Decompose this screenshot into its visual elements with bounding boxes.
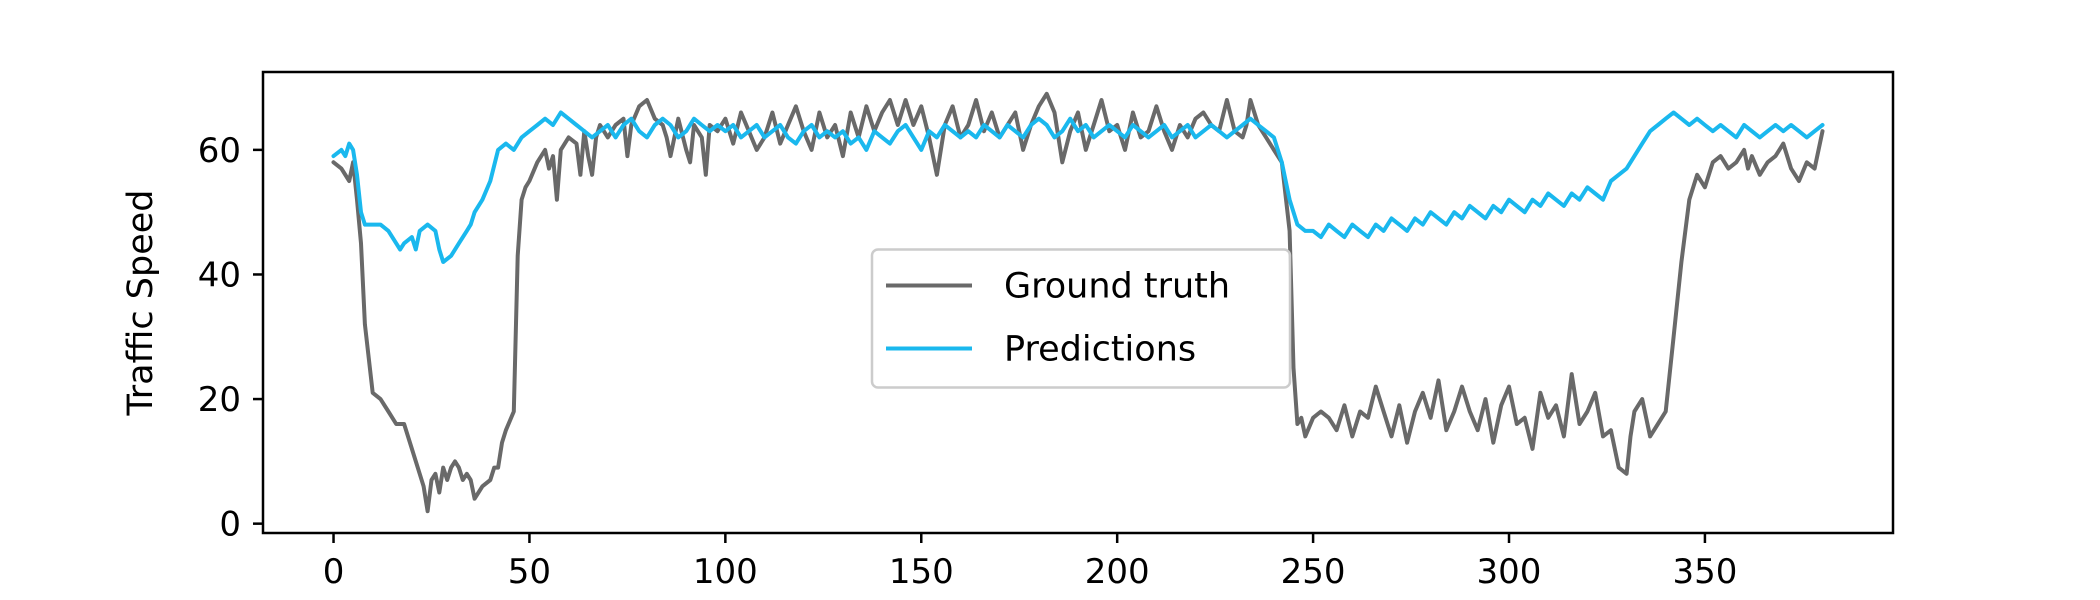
- x-tick-label: 100: [693, 552, 758, 592]
- x-tick-label: 50: [508, 552, 551, 592]
- y-tick-label: 40: [198, 255, 241, 295]
- x-tick-label: 250: [1281, 552, 1346, 592]
- x-tick-label: 0: [323, 552, 345, 592]
- x-axis-ticks: 0 50 100 150 200 250 300 350: [323, 533, 1737, 592]
- y-axis-ticks: 0 20 40 60: [198, 131, 263, 545]
- x-tick-label: 200: [1085, 552, 1150, 592]
- legend-label-0: Ground truth: [1004, 267, 1230, 307]
- series-lines: [331, 91, 1825, 514]
- legend-label-1: Predictions: [1004, 330, 1196, 370]
- x-tick-label: 300: [1477, 552, 1542, 592]
- y-tick-label: 20: [198, 380, 241, 420]
- series-line-1: [331, 110, 1825, 264]
- y-axis-label: Traffic Speed: [121, 190, 161, 417]
- y-tick-label: 0: [219, 505, 241, 545]
- legend: Ground truth Predictions: [870, 248, 1292, 389]
- legend-box: [870, 248, 1292, 389]
- plot-frame: [261, 70, 1895, 535]
- y-tick-label: 60: [198, 131, 241, 171]
- x-tick-label: 150: [889, 552, 954, 592]
- x-tick-label: 350: [1672, 552, 1737, 592]
